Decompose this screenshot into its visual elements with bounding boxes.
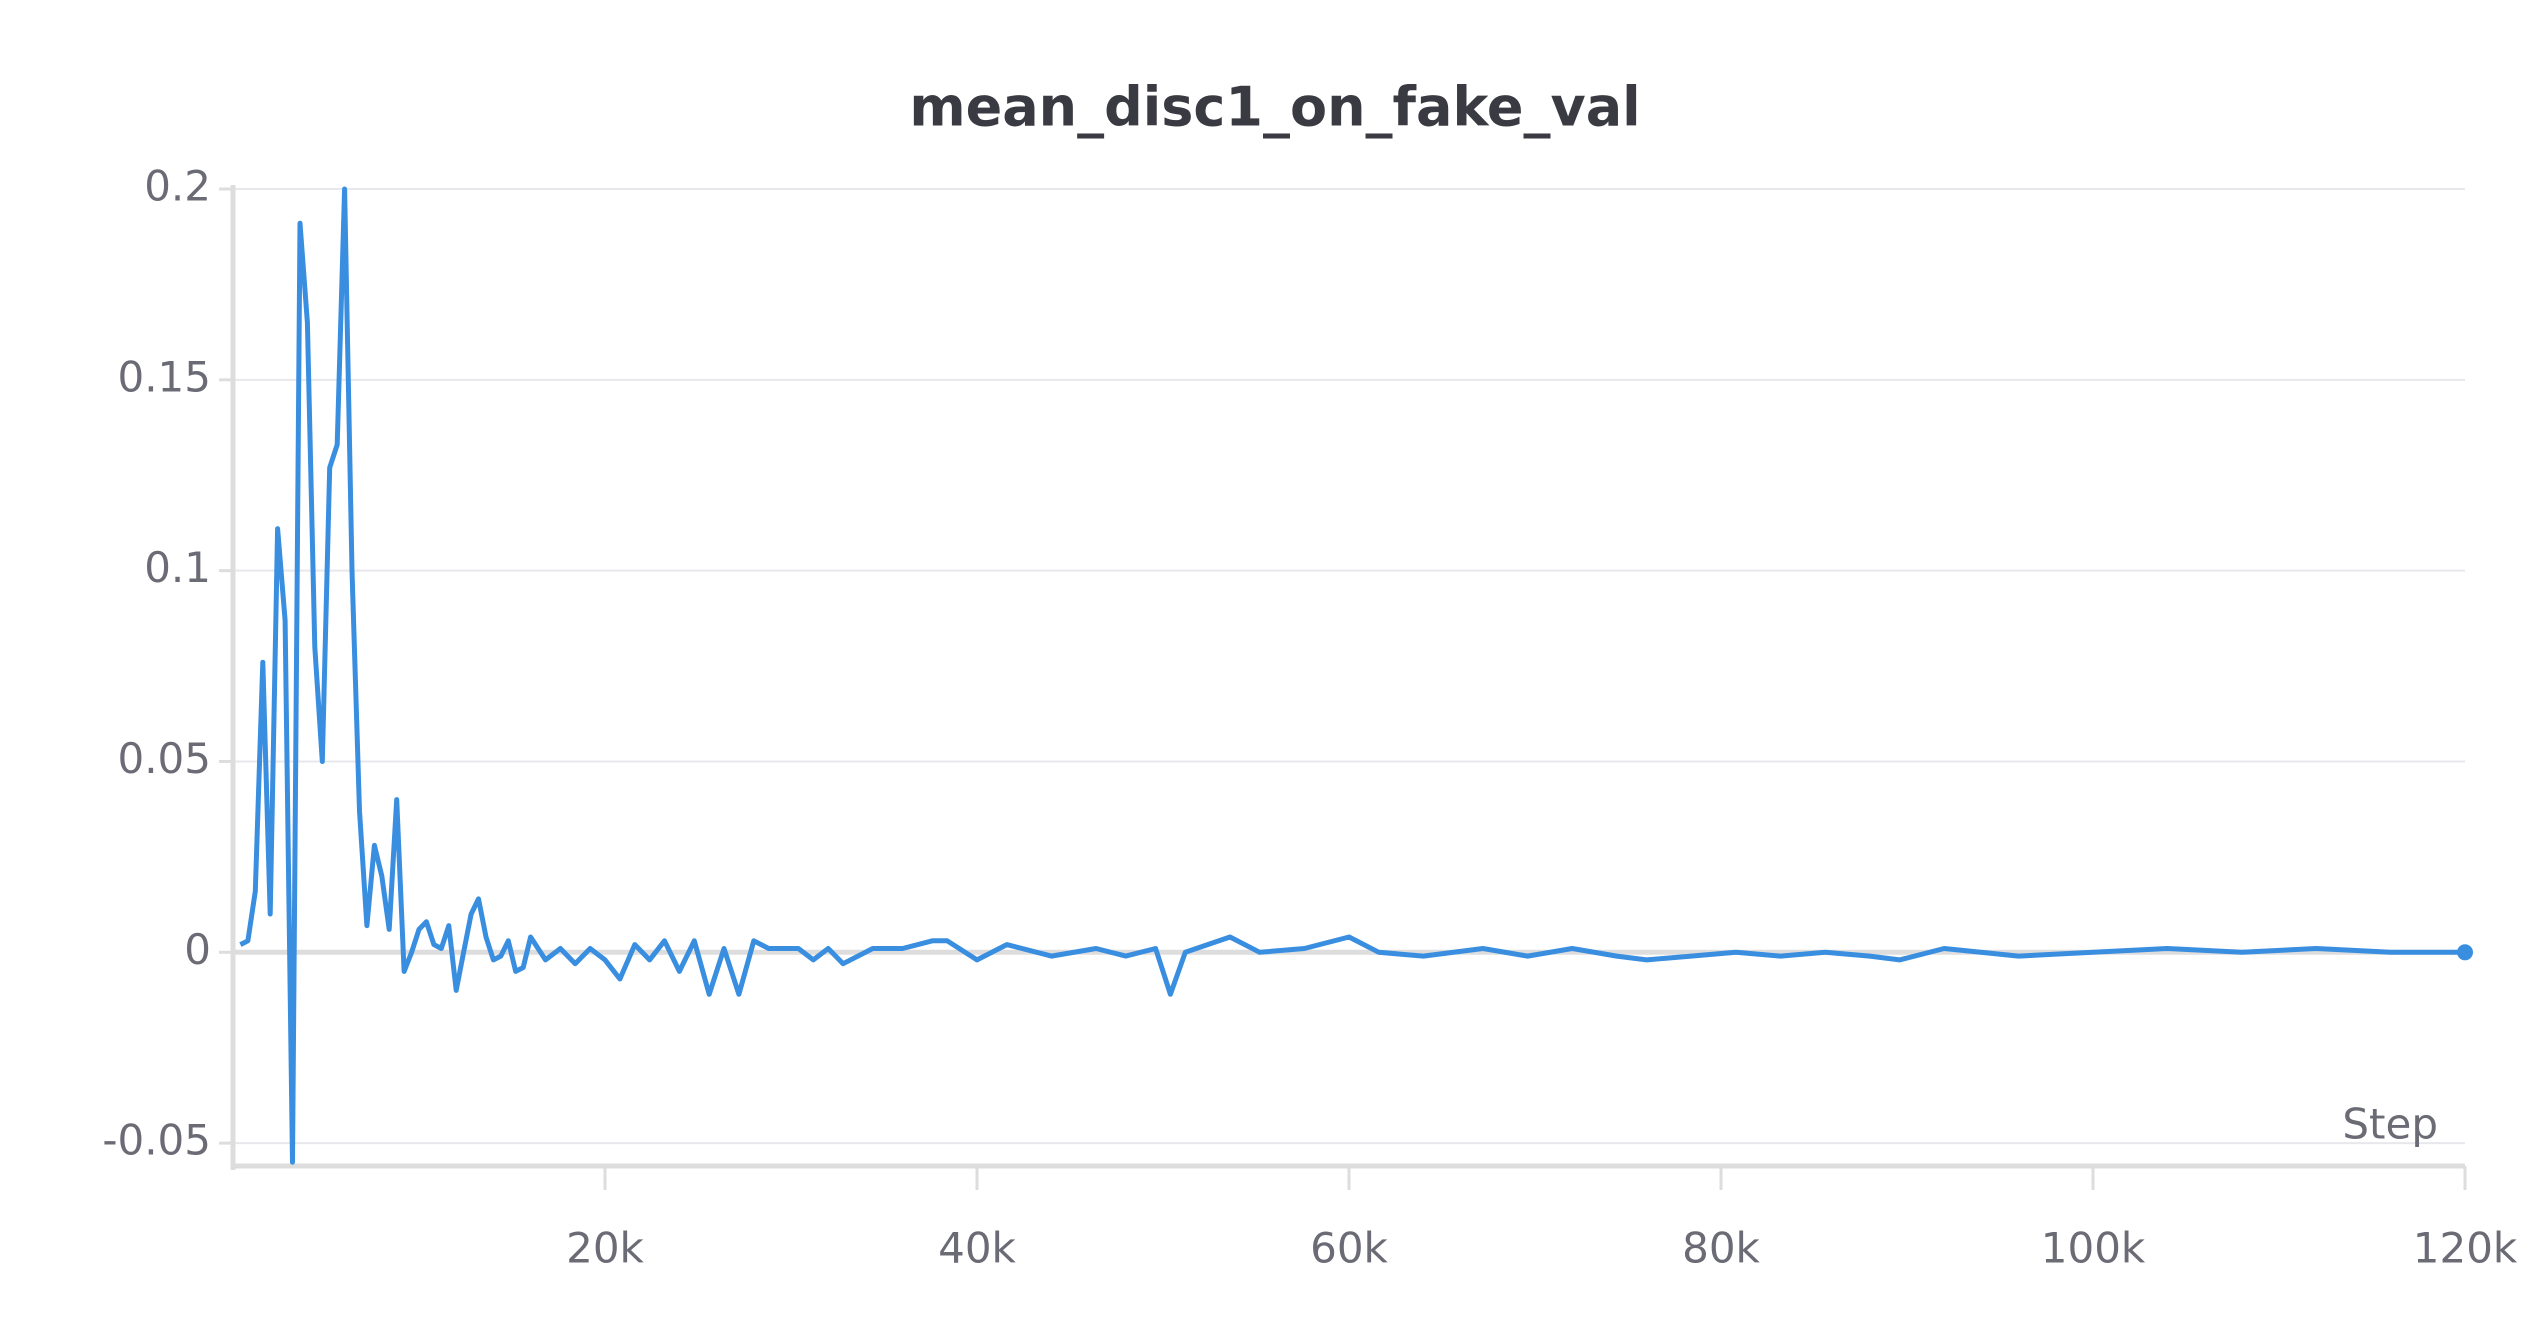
x-tick-label: 120k	[2413, 1224, 2518, 1273]
y-tick-label: -0.05	[102, 1116, 211, 1165]
y-tick-label: 0	[184, 925, 211, 974]
y-tick-label: 0.05	[117, 734, 211, 783]
y-tick-label: 0.1	[144, 543, 211, 592]
end-point	[2457, 944, 2473, 961]
chart-title: mean_disc1_on_fake_val	[909, 76, 1640, 139]
y-tick-label: 0.15	[117, 352, 211, 401]
grid	[233, 188, 2465, 1145]
plot-area	[239, 186, 2465, 1165]
x-tick-label: 100k	[2041, 1224, 2146, 1273]
x-axis-label: Step	[2342, 1100, 2438, 1149]
x-tick-label: 80k	[1682, 1224, 1760, 1273]
x-tick-label: 20k	[566, 1224, 644, 1273]
y-tick-label: 0.2	[144, 162, 211, 211]
ticks: 0.2 0.15 0.1 0.05 0 -0.05 20k 40k 60k 80k 100k 120k	[102, 162, 2518, 1273]
series-line	[239, 186, 2465, 1165]
x-tick-label: 40k	[938, 1224, 1016, 1273]
x-tick-label: 60k	[1310, 1224, 1388, 1273]
